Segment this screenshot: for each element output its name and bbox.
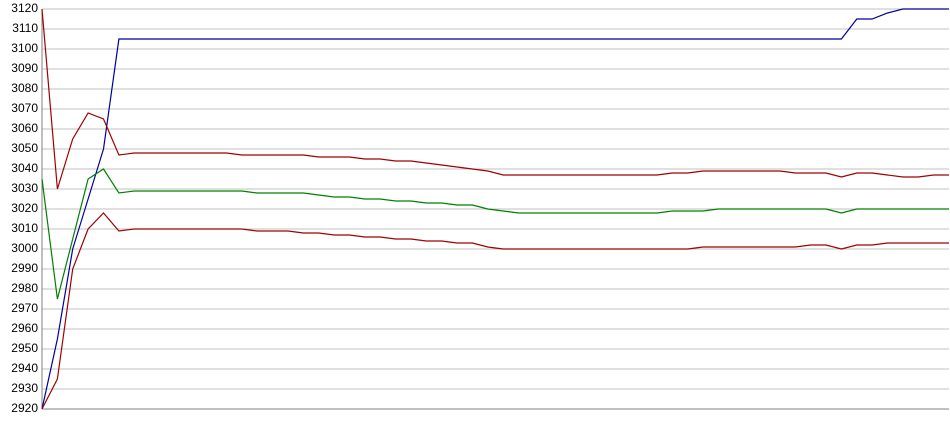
- series-line: [41, 8, 949, 190]
- y-tick-label: 3100: [11, 41, 38, 55]
- y-tick-label: 2930: [11, 381, 38, 395]
- y-tick-label: 2940: [11, 361, 38, 375]
- y-tick-label: 3110: [12, 21, 38, 35]
- y-tick-label: 3070: [11, 101, 38, 115]
- y-tick-label: 2990: [11, 261, 38, 275]
- y-tick-label: 3090: [11, 61, 38, 75]
- y-tick-label: 3040: [11, 161, 38, 175]
- y-tick-label: 2960: [11, 321, 38, 335]
- y-tick-label: 3080: [11, 81, 38, 95]
- y-tick-label: 2970: [11, 301, 38, 315]
- series-line: [41, 168, 949, 300]
- y-tick-label: 3020: [11, 201, 38, 215]
- y-tick-label: 2950: [11, 341, 38, 355]
- y-tick-label: 3030: [11, 181, 38, 195]
- y-tick-label: 3000: [11, 241, 38, 255]
- series-line: [41, 212, 949, 410]
- y-tick-label: 2920: [11, 401, 38, 415]
- y-tick-label: 2980: [11, 281, 38, 295]
- y-tick-label: 3010: [11, 221, 38, 235]
- y-tick-label: 3050: [11, 141, 38, 155]
- y-tick-label: 3060: [11, 121, 38, 135]
- series-line: [41, 8, 949, 410]
- y-tick-label: 3120: [11, 1, 38, 15]
